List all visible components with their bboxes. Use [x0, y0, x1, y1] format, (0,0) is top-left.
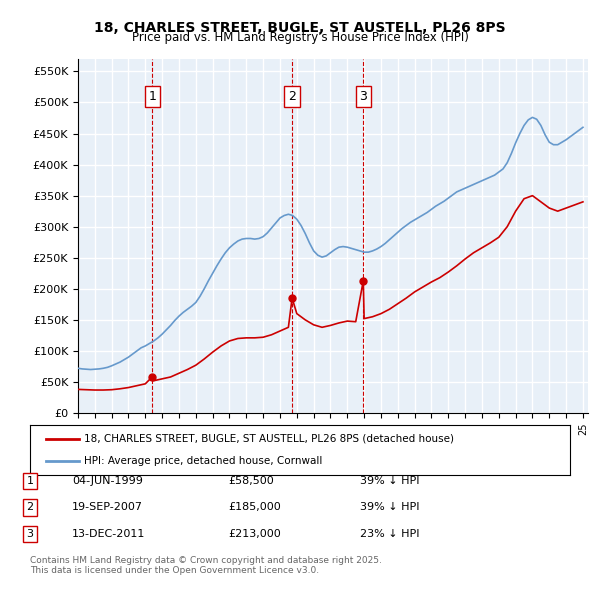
Text: Price paid vs. HM Land Registry's House Price Index (HPI): Price paid vs. HM Land Registry's House …	[131, 31, 469, 44]
Text: 2: 2	[288, 90, 296, 103]
Text: 39% ↓ HPI: 39% ↓ HPI	[360, 503, 419, 512]
Point	[287, 293, 297, 303]
Text: £58,500: £58,500	[228, 476, 274, 486]
Text: 18, CHARLES STREET, BUGLE, ST AUSTELL, PL26 8PS (detached house): 18, CHARLES STREET, BUGLE, ST AUSTELL, P…	[84, 434, 454, 444]
Text: 1: 1	[148, 90, 157, 103]
Text: 1: 1	[26, 476, 34, 486]
Point	[358, 276, 368, 286]
Point	[148, 372, 157, 381]
Text: 18, CHARLES STREET, BUGLE, ST AUSTELL, PL26 8PS: 18, CHARLES STREET, BUGLE, ST AUSTELL, P…	[94, 21, 506, 35]
Text: Contains HM Land Registry data © Crown copyright and database right 2025.
This d: Contains HM Land Registry data © Crown c…	[30, 556, 382, 575]
Text: 39% ↓ HPI: 39% ↓ HPI	[360, 476, 419, 486]
Text: 3: 3	[26, 529, 34, 539]
Text: 23% ↓ HPI: 23% ↓ HPI	[360, 529, 419, 539]
Text: 2: 2	[26, 503, 34, 512]
Text: 13-DEC-2011: 13-DEC-2011	[72, 529, 145, 539]
Text: 04-JUN-1999: 04-JUN-1999	[72, 476, 143, 486]
Text: 19-SEP-2007: 19-SEP-2007	[72, 503, 143, 512]
Text: £213,000: £213,000	[228, 529, 281, 539]
Text: £185,000: £185,000	[228, 503, 281, 512]
Text: 3: 3	[359, 90, 367, 103]
Text: HPI: Average price, detached house, Cornwall: HPI: Average price, detached house, Corn…	[84, 456, 322, 466]
